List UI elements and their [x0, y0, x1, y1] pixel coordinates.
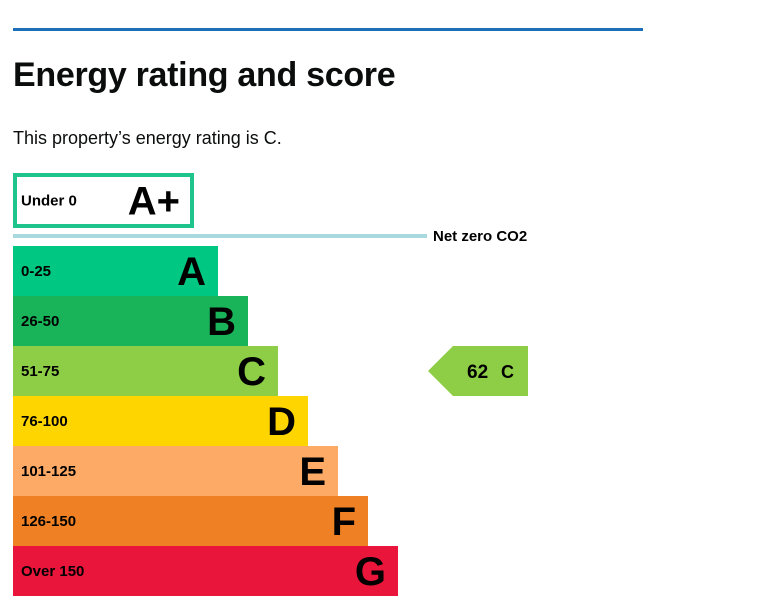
current-band: C	[501, 362, 514, 382]
band-a-range: 0-25	[21, 263, 51, 280]
band-b-range: 26-50	[21, 313, 59, 330]
band-c-range: 51-75	[21, 363, 59, 380]
band-a-letter: A	[177, 250, 206, 294]
band-g-range: Over 150	[21, 563, 84, 580]
band-d-letter: D	[267, 400, 296, 444]
band-a-bar	[13, 246, 218, 296]
band-f-range: 126-150	[21, 513, 76, 530]
band-c-letter: C	[237, 350, 266, 394]
net-zero-line	[13, 234, 427, 238]
band-f-bar	[13, 496, 368, 546]
band-e-range: 101-125	[21, 463, 76, 480]
band-a-plus-letter: A+	[128, 180, 180, 224]
band-b-letter: B	[207, 300, 236, 344]
net-zero-label: Net zero CO2	[433, 228, 527, 245]
current-score: 62	[467, 362, 488, 383]
band-f-letter: F	[332, 500, 356, 544]
rating-summary: This property’s energy rating is C.	[13, 128, 282, 148]
band-a-plus-bar	[13, 173, 194, 228]
band-a-plus-range: Under 0	[21, 193, 77, 210]
page-title: Energy rating and score	[13, 56, 396, 94]
band-e-bar	[13, 446, 338, 496]
band-c-bar	[13, 346, 278, 396]
band-d-range: 76-100	[21, 413, 68, 430]
band-g-letter: G	[355, 550, 386, 594]
band-b-bar	[13, 296, 248, 346]
band-d-bar	[13, 396, 308, 446]
current-rating-arrow	[428, 346, 528, 396]
top-rule	[13, 28, 643, 31]
band-e-letter: E	[299, 450, 326, 494]
band-g-bar	[13, 546, 398, 596]
